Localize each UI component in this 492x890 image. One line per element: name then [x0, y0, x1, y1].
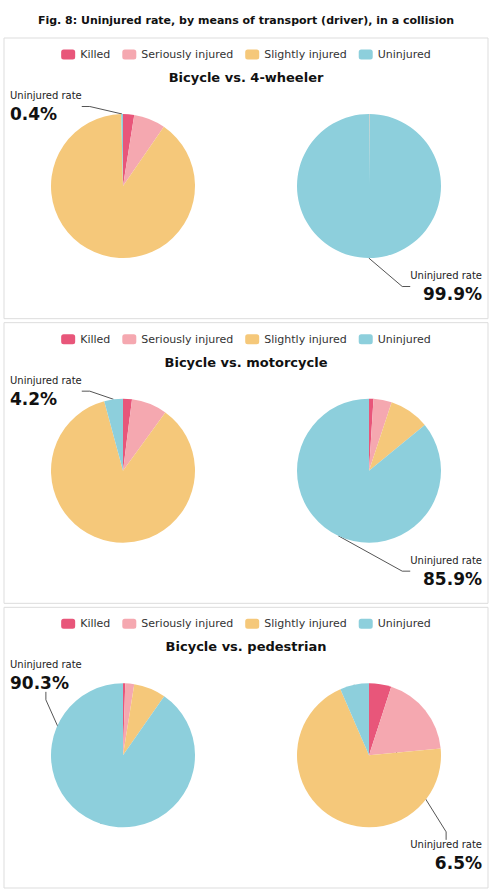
svg-text:Uninjured: Uninjured [378, 617, 431, 630]
svg-text:Seriously injured: Seriously injured [141, 617, 233, 630]
svg-text:Uninjured rate: Uninjured rate [10, 375, 82, 386]
svg-text:Slightly injured: Slightly injured [264, 333, 347, 346]
svg-text:Bicycle vs. 4-wheeler: Bicycle vs. 4-wheeler [169, 70, 324, 85]
svg-text:6.5%: 6.5% [435, 853, 482, 873]
svg-text:Slightly injured: Slightly injured [264, 48, 347, 61]
svg-text:Uninjured: Uninjured [378, 48, 431, 61]
svg-text:4.2%: 4.2% [10, 389, 57, 409]
svg-text:Bicycle vs. pedestrian: Bicycle vs. pedestrian [166, 639, 327, 654]
svg-text:Killed: Killed [80, 333, 110, 346]
svg-text:Killed: Killed [80, 48, 110, 61]
svg-text:Bicycle vs. motorcycle: Bicycle vs. motorcycle [165, 355, 328, 370]
svg-text:Seriously injured: Seriously injured [141, 333, 233, 346]
svg-text:Uninjured rate: Uninjured rate [10, 659, 82, 670]
svg-text:Uninjured: Uninjured [378, 333, 431, 346]
svg-text:Seriously injured: Seriously injured [141, 48, 233, 61]
svg-text:Fig. 8: Uninjured rate, by mea: Fig. 8: Uninjured rate, by means of tran… [38, 14, 454, 27]
svg-text:0.4%: 0.4% [10, 104, 57, 124]
svg-text:Uninjured rate: Uninjured rate [410, 270, 482, 281]
svg-text:Slightly injured: Slightly injured [264, 617, 347, 630]
svg-text:Uninjured rate: Uninjured rate [410, 555, 482, 566]
svg-text:90.3%: 90.3% [10, 673, 69, 693]
svg-text:99.9%: 99.9% [423, 284, 482, 304]
svg-text:Uninjured rate: Uninjured rate [410, 839, 482, 850]
svg-text:Killed: Killed [80, 617, 110, 630]
svg-text:85.9%: 85.9% [423, 569, 482, 589]
svg-text:Uninjured rate: Uninjured rate [10, 90, 82, 101]
